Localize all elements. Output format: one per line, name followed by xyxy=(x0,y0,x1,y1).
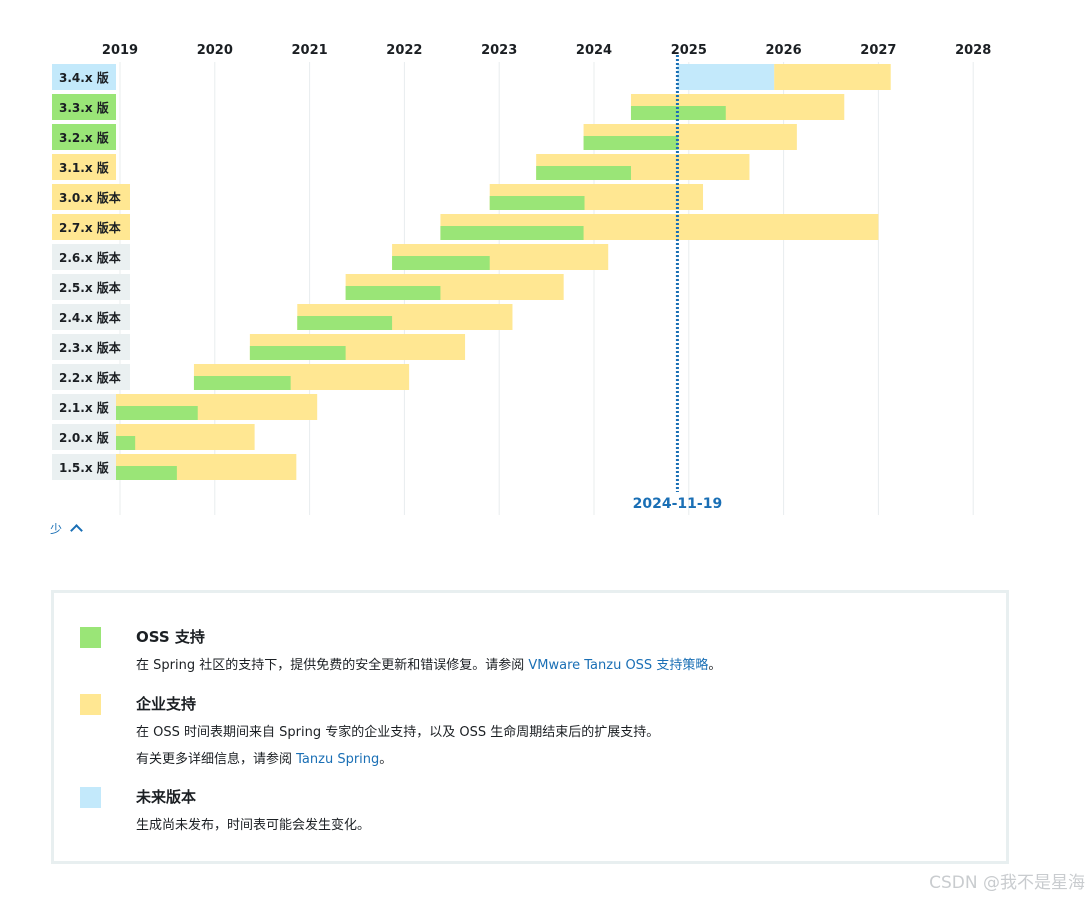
version-label: 1.5.x 版 xyxy=(59,460,109,475)
legend-enterprise-more-text: 有关更多详细信息，请参阅 xyxy=(136,752,297,767)
show-less-label: 少 xyxy=(50,522,63,536)
version-label: 3.4.x 版 xyxy=(59,70,109,85)
legend-enterprise-desc: 在 OSS 时间表期间来自 Spring 专家的企业支持，以及 OSS 生命周期… xyxy=(136,725,660,740)
version-label-bg xyxy=(52,214,130,240)
legend-oss-desc: 在 Spring 社区的支持下，提供免费的安全更新和错误修复。请参阅 VMwar… xyxy=(136,657,721,675)
future-bar xyxy=(677,64,775,90)
year-tick-label: 2023 xyxy=(481,43,517,58)
oss-bar xyxy=(297,316,393,330)
oss-bar xyxy=(193,376,291,390)
legend-enterprise-more-end: 。 xyxy=(379,752,393,767)
oss-bar xyxy=(536,166,631,180)
oss-bar xyxy=(489,196,585,210)
version-label: 2.6.x 版本 xyxy=(59,250,121,265)
oss-swatch xyxy=(80,627,101,648)
year-tick-label: 2026 xyxy=(766,43,802,58)
year-tick-label: 2028 xyxy=(955,43,991,58)
legend-enterprise-more: 有关更多详细信息，请参阅 Tanzu Spring。 xyxy=(136,751,392,769)
oss-bar xyxy=(392,256,490,270)
tanzu-spring-link[interactable]: Tanzu Spring xyxy=(296,752,380,767)
version-label: 3.3.x 版 xyxy=(59,100,109,115)
version-label-bg xyxy=(52,394,116,420)
year-tick-label: 2021 xyxy=(292,43,328,58)
oss-policy-link[interactable]: VMware Tanzu OSS 支持策略 xyxy=(528,658,709,673)
legend-panel: OSS 支持 在 Spring 社区的支持下，提供免费的安全更新和错误修复。请参… xyxy=(51,590,1009,864)
version-label: 3.1.x 版 xyxy=(59,160,109,175)
version-label: 2.0.x 版 xyxy=(59,430,109,445)
year-tick-label: 2024 xyxy=(576,43,612,58)
legend-future-desc: 生成尚未发布，时间表可能会发生变化。 xyxy=(136,818,371,833)
future-swatch xyxy=(80,787,101,808)
version-label-bg xyxy=(52,184,130,210)
show-less-toggle[interactable]: 少 xyxy=(50,520,83,537)
version-label: 2.5.x 版本 xyxy=(59,280,121,295)
version-label-bg xyxy=(52,124,116,150)
version-label: 2.4.x 版本 xyxy=(59,310,121,325)
version-label-bg xyxy=(52,304,130,330)
enterprise-swatch xyxy=(80,694,101,715)
support-timeline-chart: 2019 2020 2021 2022 2023 2024 2025 2026 2027 2028… xyxy=(52,43,991,515)
watermark: CSDN @我不是星海 xyxy=(929,873,1085,893)
version-label: 2.2.x 版本 xyxy=(59,370,121,385)
version-label: 2.7.x 版本 xyxy=(59,220,121,235)
year-tick-label: 2027 xyxy=(860,43,896,58)
oss-bar xyxy=(583,136,679,150)
version-label-bg xyxy=(52,244,130,270)
oss-bar xyxy=(345,286,441,300)
version-label-bg xyxy=(52,274,130,300)
version-label-bg xyxy=(52,64,116,90)
chevron-up-icon xyxy=(70,524,83,537)
oss-bar xyxy=(112,406,198,420)
version-label: 3.2.x 版 xyxy=(59,130,109,145)
enterprise-bar xyxy=(112,424,255,450)
oss-bar xyxy=(249,346,346,360)
year-tick-label: 2025 xyxy=(671,43,707,58)
legend-future-title: 未来版本 xyxy=(136,788,197,806)
legend-oss-title: OSS 支持 xyxy=(136,628,205,646)
legend-enterprise-title: 企业支持 xyxy=(136,695,197,713)
enterprise-bar xyxy=(774,64,891,90)
year-tick-label: 2022 xyxy=(386,43,422,58)
version-label-bg xyxy=(52,364,130,390)
oss-bar xyxy=(112,436,136,450)
today-label: 2024-11-19 xyxy=(633,496,723,512)
version-label-bg xyxy=(52,334,130,360)
legend-oss-desc-text: 在 Spring 社区的支持下，提供免费的安全更新和错误修复。请参阅 xyxy=(136,658,529,673)
oss-bar xyxy=(440,226,584,240)
legend-oss-desc-end: 。 xyxy=(708,658,722,673)
version-label-bg xyxy=(52,154,116,180)
version-label: 3.0.x 版本 xyxy=(59,190,121,205)
oss-bar xyxy=(112,466,177,480)
version-label: 2.3.x 版本 xyxy=(59,340,121,355)
year-tick-label: 2020 xyxy=(197,43,233,58)
year-tick-label: 2019 xyxy=(102,43,138,58)
version-label: 2.1.x 版 xyxy=(59,400,109,415)
version-label-bg xyxy=(52,94,116,120)
version-label-bg xyxy=(52,454,116,480)
version-label-bg xyxy=(52,424,116,450)
